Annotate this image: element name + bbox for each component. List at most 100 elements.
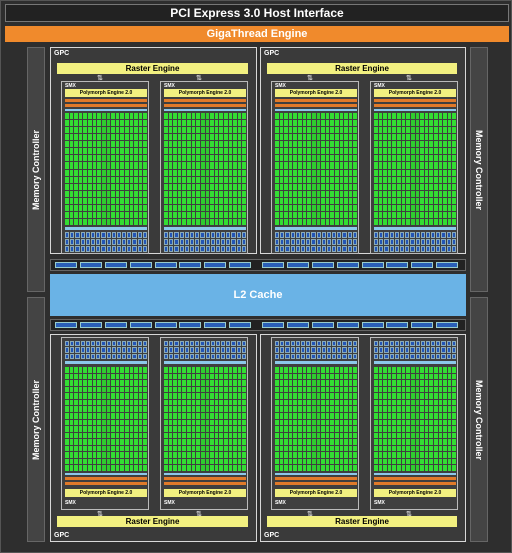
cuda-core	[344, 452, 348, 458]
cuda-core	[205, 458, 210, 465]
cuda-core	[233, 148, 237, 155]
cuda-core	[433, 211, 438, 218]
cuda-core	[420, 134, 424, 141]
cuda-core	[111, 120, 115, 127]
ld-st-unit	[106, 341, 111, 347]
ld-st-unit	[436, 246, 441, 252]
cuda-core	[339, 183, 344, 190]
ld-st-unit	[275, 232, 280, 238]
cuda-core	[138, 211, 143, 218]
cache-bar	[164, 227, 246, 230]
cuda-core	[401, 183, 406, 190]
cuda-core	[316, 399, 321, 406]
cuda-core	[452, 406, 456, 412]
cuda-core	[237, 162, 242, 169]
cuda-core	[106, 169, 111, 176]
cuda-core	[74, 155, 78, 162]
ld-st-unit	[236, 353, 241, 359]
cuda-core	[420, 380, 424, 386]
cuda-core	[311, 458, 316, 465]
cuda-core	[378, 419, 383, 426]
cuda-core	[74, 134, 78, 141]
ld-st-unit	[111, 232, 116, 238]
cuda-core	[383, 134, 387, 141]
cuda-core	[307, 386, 311, 393]
cuda-core	[177, 176, 182, 183]
cuda-core	[191, 373, 196, 380]
raster-engine: Raster Engine	[57, 516, 248, 527]
cuda-core	[325, 367, 330, 373]
cuda-core	[339, 127, 344, 134]
cuda-core	[219, 211, 223, 218]
cuda-core	[387, 445, 392, 452]
cuda-core	[219, 465, 223, 471]
ld-st-unit	[226, 239, 231, 245]
cuda-core	[138, 386, 143, 393]
cuda-core	[233, 465, 237, 471]
cuda-core	[237, 426, 242, 432]
cuda-core	[168, 197, 173, 204]
cuda-core	[138, 412, 143, 419]
cuda-core	[321, 162, 325, 169]
cuda-core	[205, 445, 210, 452]
cuda-core	[191, 211, 196, 218]
cuda-core	[293, 386, 298, 393]
cuda-core	[69, 113, 74, 120]
cuda-core	[344, 169, 348, 176]
ld-st-unit	[164, 347, 169, 353]
cuda-core	[307, 465, 311, 471]
cuda-core	[383, 141, 387, 148]
cuda-core	[279, 211, 284, 218]
cuda-core	[433, 386, 438, 393]
cuda-core	[374, 204, 378, 211]
cuda-core	[288, 439, 293, 445]
cuda-core	[424, 367, 429, 373]
cuda-core	[330, 155, 334, 162]
ld-st-unit	[389, 239, 394, 245]
cuda-core	[424, 218, 429, 225]
raster-engine: Raster Engine	[267, 63, 457, 74]
cuda-core	[433, 406, 438, 412]
cuda-core	[134, 406, 138, 412]
cuda-core	[228, 399, 233, 406]
ld-st-unit	[285, 347, 290, 353]
cuda-core	[182, 113, 187, 120]
cuda-core	[233, 176, 237, 183]
cuda-core	[88, 162, 92, 169]
cuda-core	[219, 218, 223, 225]
cuda-core	[401, 190, 406, 197]
cuda-core	[106, 380, 111, 386]
cuda-core	[284, 169, 288, 176]
cuda-core	[348, 204, 353, 211]
cuda-core	[97, 445, 101, 452]
cuda-core	[143, 367, 147, 373]
cuda-core	[173, 419, 177, 426]
cuda-core	[339, 204, 344, 211]
crossbar-slot	[229, 322, 252, 328]
cuda-core	[173, 197, 177, 204]
cuda-core	[196, 393, 200, 399]
cuda-core	[307, 439, 311, 445]
cuda-core	[164, 113, 168, 120]
cuda-core	[353, 399, 357, 406]
ld-st-unit	[210, 341, 215, 347]
cuda-core	[387, 113, 392, 120]
cuda-core	[187, 218, 191, 225]
cuda-core	[120, 445, 124, 452]
cuda-core	[397, 218, 401, 225]
cuda-core	[321, 380, 325, 386]
cuda-core	[438, 426, 443, 432]
cuda-core	[284, 412, 288, 419]
cuda-core	[334, 127, 339, 134]
cuda-core	[387, 373, 392, 380]
cuda-core	[275, 399, 279, 406]
cuda-core	[348, 169, 353, 176]
cuda-core	[401, 367, 406, 373]
cuda-core	[143, 452, 147, 458]
ld-st-unit	[389, 246, 394, 252]
arrow-icon: ⇅	[406, 75, 412, 82]
cuda-core	[120, 439, 124, 445]
ld-st-unit	[389, 353, 394, 359]
cuda-core	[237, 367, 242, 373]
cuda-core	[106, 141, 111, 148]
